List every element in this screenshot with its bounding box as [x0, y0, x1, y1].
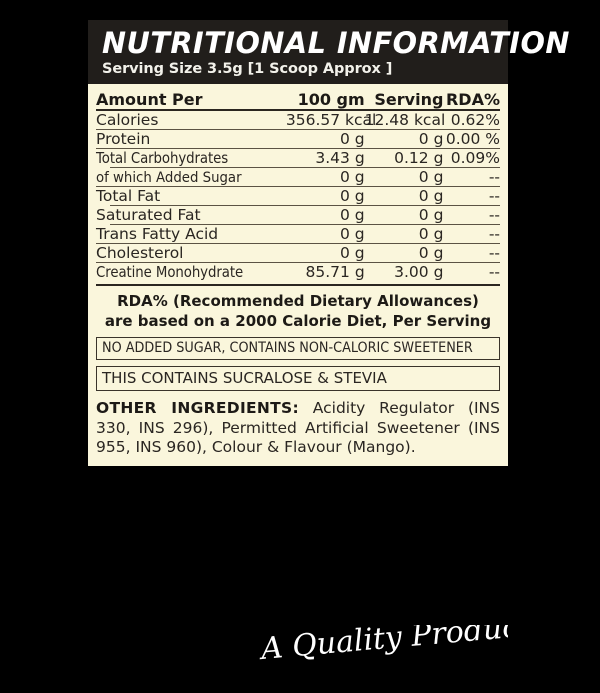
cell-per-serving: 0 g [418, 244, 444, 263]
nutrition-table: Amount Per 100 gm Serving RDA% Calories 3… [96, 90, 500, 281]
cell-rda: -- [488, 206, 500, 225]
row-label: Calories [96, 111, 159, 130]
cell-rda: -- [488, 263, 500, 282]
page-title: NUTRITIONAL INFORMATION [102, 26, 570, 60]
other-ingredients: OTHER INGREDIENTS: Acidity Regulator (IN… [96, 399, 500, 458]
cell-per-100gm: 0 g [340, 187, 365, 206]
cell-per-serving: 12.48 kcal [364, 111, 446, 130]
column-header-amount-per: Amount Per [96, 90, 203, 110]
rda-note-line-1: RDA% (Recommended Dietary Allowances) [117, 292, 479, 311]
cell-per-100gm: 356.57 kcal [285, 111, 377, 130]
cell-per-100gm: 0 g [340, 168, 365, 187]
cell-per-100gm: 0 g [340, 130, 365, 149]
cell-per-serving: 0.12 g [394, 149, 444, 168]
column-header-serving: Serving [374, 90, 444, 110]
table-row: Trans Fatty Acid 0 g 0 g -- [96, 225, 500, 244]
row-label: of which Added Sugar [96, 170, 242, 187]
table-rule [96, 129, 500, 131]
table-rule [96, 205, 500, 207]
signature-text: A Quality Product [258, 625, 508, 667]
other-ingredients-label: OTHER INGREDIENTS: [96, 398, 300, 417]
cell-per-serving: 0 g [418, 130, 444, 149]
row-label: Trans Fatty Acid [96, 225, 219, 244]
table-rule [96, 262, 500, 264]
cell-per-100gm: 85.71 g [305, 263, 365, 282]
cell-name: of which Added Sugar [96, 168, 286, 187]
cell-per-serving: 0 g [418, 168, 444, 187]
column-header-rda: RDA% [445, 90, 500, 110]
table-row: of which Added Sugar 0 g 0 g -- [96, 168, 500, 187]
row-label: Creatine Monohydrate [96, 263, 244, 282]
table-rule [96, 148, 500, 150]
table-rule [96, 224, 500, 226]
nutrition-label-card: NUTRITIONAL INFORMATION Serving Size 3.5… [88, 20, 570, 467]
quality-product-signature: A Quality Product [258, 625, 508, 673]
cell-name: Protein [96, 130, 286, 149]
cell-name: Cholesterol [96, 244, 286, 263]
cell-per-100gm: 0 g [340, 225, 365, 244]
table-row: Creatine Monohydrate 85.71 g 3.00 g -- [96, 263, 500, 281]
claim-sweeteners: THIS CONTAINS SUCRALOSE & STEVIA [96, 365, 500, 391]
cell-name: Saturated Fat [96, 206, 286, 224]
signature-icon: A Quality Product [258, 625, 508, 667]
rda-note-line-2: are based on a 2000 Calorie Diet, Per Se… [104, 311, 492, 330]
row-label: Total Fat [96, 187, 161, 206]
cell-per-serving: 0 g [418, 206, 444, 225]
claim-sweeteners-text: THIS CONTAINS SUCRALOSE & STEVIA [102, 368, 387, 387]
cell-per-serving: 3.00 g [394, 263, 444, 282]
table-row: Total Carbohydrates 3.43 g 0.12 g 0.09% [96, 149, 500, 167]
table-row: Calories 356.57 kcal 12.48 kcal 0.62% [96, 111, 500, 130]
table-rule [96, 167, 500, 169]
cell-name: Calories [96, 111, 286, 130]
cell-per-100gm: 3.43 g [315, 149, 365, 168]
cell-rda: -- [488, 225, 500, 244]
cell-per-100gm: 0 g [340, 244, 365, 263]
cell-name: Total Fat [96, 187, 286, 205]
label-header-block: NUTRITIONAL INFORMATION Serving Size 3.5… [88, 20, 570, 85]
serving-size-text: Serving Size 3.5g [1 Scoop Approx ] [102, 61, 393, 78]
rda-note: RDA% (Recommended Dietary Allowances) ar… [96, 284, 500, 330]
cell-rda: 0.00 % [445, 130, 500, 149]
column-header-100gm: 100 gm [297, 90, 365, 110]
cell-rda: -- [488, 187, 500, 206]
row-label: Saturated Fat [96, 206, 201, 225]
cell-rda: -- [488, 244, 500, 263]
cell-name: Trans Fatty Acid [96, 225, 286, 244]
claim-no-added-sugar-text: NO ADDED SUGAR, CONTAINS NON-CALORIC SWE… [102, 339, 473, 356]
cell-name: Creatine Monohydrate [96, 263, 286, 281]
nutrition-panel: Amount Per 100 gm Serving RDA% Calories 3… [88, 84, 508, 467]
table-header-row: Amount Per 100 gm Serving RDA% [96, 90, 500, 110]
table-row: Total Fat 0 g 0 g -- [96, 187, 500, 205]
cell-rda: 0.62% [450, 111, 500, 130]
table-row: Saturated Fat 0 g 0 g -- [96, 206, 500, 224]
cell-name: Total Carbohydrates [96, 149, 286, 167]
table-rule [96, 243, 500, 245]
cell-per-100gm: 0 g [340, 206, 365, 225]
claim-no-added-sugar: NO ADDED SUGAR, CONTAINS NON-CALORIC SWE… [96, 336, 500, 360]
row-label: Protein [96, 130, 151, 149]
cell-rda: 0.09% [450, 149, 500, 168]
table-row: Cholesterol 0 g 0 g -- [96, 244, 500, 263]
other-ingredients-text: Acidity Regulator (INS 330, INS 296), Pe… [96, 398, 500, 457]
cell-per-serving: 0 g [418, 187, 444, 206]
row-label: Total Carbohydrates [96, 149, 229, 168]
row-label: Cholesterol [96, 244, 184, 263]
table-rule [96, 186, 500, 188]
cell-per-serving: 0 g [418, 225, 444, 244]
cell-rda: -- [488, 168, 500, 187]
